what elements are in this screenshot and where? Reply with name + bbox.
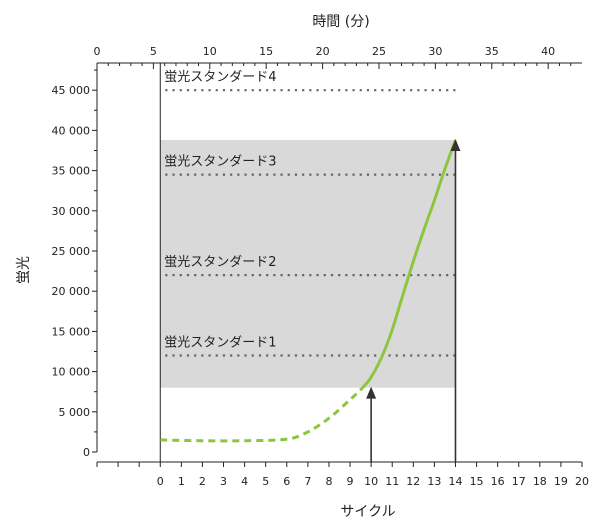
x-tick-label: 0 <box>157 475 164 488</box>
x-tick-label: 7 <box>304 475 311 488</box>
x-tick-label: 2 <box>199 475 206 488</box>
standard-label: 蛍光スタンダード2 <box>164 255 276 270</box>
standard-label: 蛍光スタンダード1 <box>164 336 276 351</box>
y-tick-label: 40 000 <box>52 124 91 137</box>
y-tick-label: 20 000 <box>52 285 91 298</box>
y-axis-title: 蛍光 <box>16 256 32 284</box>
x2-tick-label: 0 <box>94 45 101 58</box>
y-tick-label: 25 000 <box>52 245 91 258</box>
y-tick-label: 45 000 <box>52 84 91 97</box>
x2-tick-label: 35 <box>485 45 499 58</box>
x-tick-label: 9 <box>347 475 354 488</box>
x-tick-label: 11 <box>385 475 399 488</box>
series-line-dashed <box>160 386 364 443</box>
x-tick-label: 20 <box>575 475 589 488</box>
x-tick-label: 14 <box>448 475 462 488</box>
standard-label: 蛍光スタンダード4 <box>164 70 276 85</box>
x-tick-label: 13 <box>427 475 441 488</box>
x-tick-label: 5 <box>262 475 269 488</box>
standard-label: 蛍光スタンダード3 <box>164 155 276 170</box>
x-tick-label: 8 <box>325 475 332 488</box>
x2-tick-label: 20 <box>316 45 330 58</box>
series-line-solid <box>361 139 457 389</box>
arrow-head <box>366 386 377 399</box>
x2-tick-label: 25 <box>372 45 386 58</box>
x2-tick-label: 5 <box>150 45 157 58</box>
x-tick-label: 3 <box>220 475 227 488</box>
x2-tick-label: 30 <box>428 45 442 58</box>
x-tick-label: 10 <box>364 475 378 488</box>
arrow-head <box>450 139 461 152</box>
x-tick-label: 17 <box>512 475 526 488</box>
y-tick-label: 0 <box>83 446 90 459</box>
x-tick-label: 19 <box>554 475 568 488</box>
y-tick-label: 30 000 <box>52 205 91 218</box>
x2-tick-label: 40 <box>541 45 555 58</box>
standards-layer: 蛍光スタンダード1 蛍光スタンダード2 蛍光スタンダード3 蛍光スタンダード4 <box>164 70 456 357</box>
x2-tick-label: 15 <box>259 45 273 58</box>
x-tick-label: 1 <box>178 475 185 488</box>
highlight-region <box>160 140 456 388</box>
highlight-region-layer <box>159 63 456 462</box>
x-tick-label: 6 <box>283 475 290 488</box>
axes-layer <box>96 62 582 463</box>
x2-axis-title: 時間 (分) <box>312 14 369 30</box>
x-tick-label: 15 <box>470 475 484 488</box>
arrows-layer <box>366 139 461 462</box>
x-tick-label: 12 <box>406 475 420 488</box>
x-tick-label: 18 <box>533 475 547 488</box>
y-tick-label: 15 000 <box>52 325 91 338</box>
x2-tick-label: 10 <box>203 45 217 58</box>
y-tick-label: 5 000 <box>59 406 91 419</box>
x-tick-label: 4 <box>241 475 248 488</box>
x-tick-label: 16 <box>491 475 505 488</box>
series-layer <box>160 139 457 443</box>
y-tick-label: 10 000 <box>52 366 91 379</box>
y-tick-label: 35 000 <box>52 165 91 178</box>
x-axis-title: サイクル <box>340 504 395 520</box>
